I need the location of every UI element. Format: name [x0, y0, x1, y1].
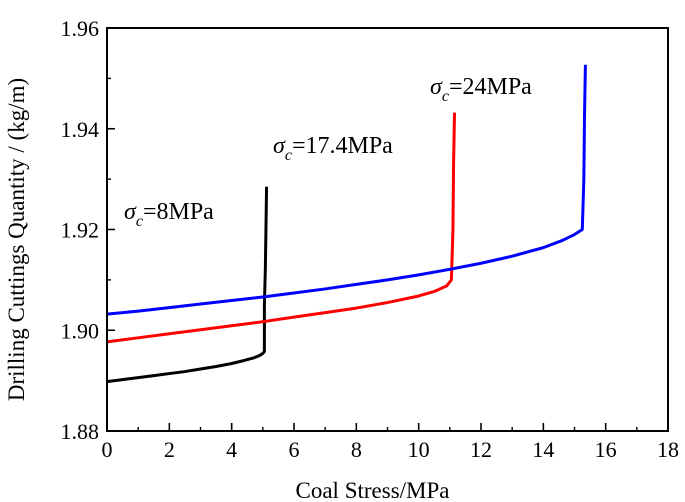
x-tick-label: 12	[470, 437, 492, 462]
ticks-layer	[106, 27, 669, 432]
series-annotation-1: σc=8MPa	[124, 199, 214, 230]
annotation-subscript: c	[442, 88, 449, 105]
y-tick-label: 1.92	[61, 218, 100, 243]
labels-layer: 0 2 4 6 8 10 12 14 16 18 1.88 1.90 1.92 1.94 1.96	[61, 16, 680, 462]
y-tick-label: 1.96	[61, 16, 100, 41]
x-axis-title: Coal Stress/MPa	[296, 478, 450, 502]
y-axis-title: Drilling Cuttings Quantity / (kg/m)	[4, 78, 29, 401]
x-tick-label: 10	[408, 437, 430, 462]
annotation-subscript: c	[136, 213, 143, 230]
x-tick-label: 2	[164, 437, 175, 462]
x-tick-label: 8	[351, 437, 362, 462]
annotation-symbol: σ	[273, 133, 286, 159]
annotation-symbol: σ	[124, 199, 137, 225]
x-tick-label: 18	[657, 437, 679, 462]
x-tick-label: 16	[595, 437, 617, 462]
series-line-3	[106, 64, 587, 316]
annotation-text: =24MPa	[449, 74, 532, 100]
series-line-2	[106, 112, 457, 344]
annotation-text: =17.4MPa	[292, 133, 393, 159]
series-line-1	[106, 186, 269, 384]
x-tick-label: 0	[102, 437, 113, 462]
annotation-subscript: c	[285, 147, 292, 164]
series-annotation-3: σc=24MPa	[430, 74, 532, 105]
x-tick-label: 14	[532, 437, 554, 462]
x-tick-label: 4	[226, 437, 237, 462]
y-tick-label: 1.88	[61, 419, 100, 444]
annotation-text: =8MPa	[143, 199, 214, 225]
y-tick-label: 1.90	[61, 318, 100, 343]
series-layer	[106, 64, 587, 384]
annotation-symbol: σ	[430, 74, 443, 100]
x-tick-label: 6	[289, 437, 300, 462]
y-tick-label: 1.94	[61, 117, 100, 142]
series-annotation-2: σc=17.4MPa	[273, 133, 393, 164]
